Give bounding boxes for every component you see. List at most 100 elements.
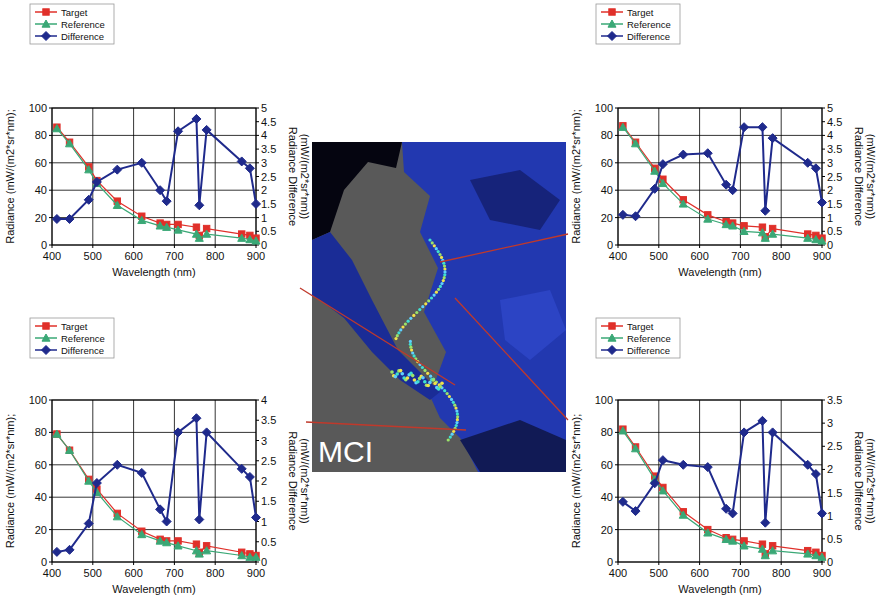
data-point: [238, 234, 246, 241]
chart-panel: 02040608010040050060070080090000.511.522…: [570, 4, 877, 278]
data-point: [679, 150, 688, 159]
grid-line: [699, 108, 700, 245]
data-point: [52, 214, 61, 223]
y-axis-title: Radiance (mW/(m2*sr*nm);: [570, 109, 582, 243]
tick-mark: [256, 541, 259, 542]
tick-mark: [822, 108, 825, 109]
map-bloom: [411, 374, 415, 378]
tick-mark: [822, 492, 825, 493]
data-point: [92, 177, 101, 186]
legend-label: Difference: [61, 31, 104, 42]
legend-marker: [608, 32, 617, 41]
y2-tick-label: 4: [827, 129, 833, 141]
data-point: [138, 216, 146, 223]
tick-mark: [174, 245, 175, 248]
map-bloom: [410, 349, 413, 352]
data-point: [761, 206, 770, 215]
y2-tick-label: 2.5: [261, 455, 276, 467]
y2-axis-title: (mW/(m2*sr*nm)): [299, 438, 311, 524]
data-point: [650, 184, 659, 193]
data-point: [659, 179, 667, 186]
tick-mark: [256, 562, 259, 563]
data-point: [156, 537, 164, 544]
data-point: [769, 230, 777, 237]
tick-mark: [615, 432, 618, 433]
data-point: [66, 140, 74, 147]
data-point: [679, 460, 688, 469]
legend-label: Target: [61, 321, 88, 332]
grid-line: [52, 217, 256, 218]
tick-mark: [615, 108, 618, 109]
tick-mark: [822, 190, 825, 191]
series-group: [618, 123, 826, 244]
figure: MCI02040608010040050060070080090000.511.…: [0, 0, 879, 613]
tick-mark: [256, 121, 259, 122]
map-bloom: [416, 380, 420, 384]
map-bloom: [446, 392, 449, 395]
data-point: [740, 428, 749, 437]
legend-label: Target: [61, 7, 88, 18]
series-line: [623, 421, 822, 523]
y2-axis-title: (mW/(m2*sr*nm)): [865, 438, 877, 524]
data-point: [728, 186, 737, 195]
data-point: [768, 134, 777, 143]
data-point: [174, 542, 182, 549]
legend-box: [596, 318, 680, 358]
x-tick-label: 800: [772, 250, 790, 262]
series-line: [57, 127, 256, 238]
legend-marker: [43, 323, 49, 329]
data-point: [803, 158, 812, 167]
map-bloom: [390, 370, 394, 374]
y-tick-label: 40: [35, 184, 47, 196]
map-bloom: [413, 354, 416, 357]
tick-mark: [781, 245, 782, 248]
map-land: [312, 142, 566, 472]
map-bloom: [437, 288, 440, 291]
map-bloom: [421, 376, 425, 380]
data-point: [722, 220, 730, 227]
grid-line: [618, 562, 822, 563]
grid-line: [52, 135, 256, 136]
map-bloom: [451, 433, 454, 436]
data-point: [163, 223, 171, 230]
tick-mark: [49, 432, 52, 433]
y2-tick-label: 0: [827, 556, 833, 568]
map-bloom: [401, 325, 404, 328]
data-point: [679, 511, 687, 518]
data-point: [729, 537, 737, 544]
legend-marker: [609, 323, 615, 329]
x-tick-label: 400: [43, 567, 61, 579]
data-point: [768, 428, 777, 437]
tick-mark: [256, 135, 259, 136]
x-axis-title: Wavelength (nm): [112, 583, 195, 595]
data-point: [811, 470, 820, 479]
grid-line: [618, 464, 822, 465]
tick-mark: [618, 562, 619, 565]
data-point: [84, 195, 93, 204]
grid-line: [822, 400, 823, 562]
data-point: [252, 199, 261, 208]
y2-axis-title: Radiance Difference: [853, 127, 865, 226]
grid-line: [618, 135, 822, 136]
map-bloom: [433, 294, 436, 297]
map-bloom: [429, 375, 432, 378]
tick-mark: [256, 176, 259, 177]
y-tick-label: 80: [35, 129, 47, 141]
tick-mark: [615, 464, 618, 465]
data-point: [631, 212, 640, 221]
series-group: [52, 114, 260, 244]
data-point: [192, 114, 201, 123]
data-point: [156, 222, 164, 229]
data-point: [137, 468, 146, 477]
map-bloom: [399, 369, 403, 373]
map-bloom: [427, 299, 430, 302]
y2-axis-title: Radiance Difference: [287, 127, 299, 226]
tick-mark: [215, 562, 216, 565]
data-point: [113, 513, 121, 520]
tick-mark: [256, 190, 259, 191]
y2-tick-label: 2.5: [827, 171, 842, 183]
tick-mark: [52, 562, 53, 565]
x-tick-label: 500: [84, 567, 102, 579]
data-point: [237, 464, 246, 473]
x-tick-label: 600: [690, 567, 708, 579]
